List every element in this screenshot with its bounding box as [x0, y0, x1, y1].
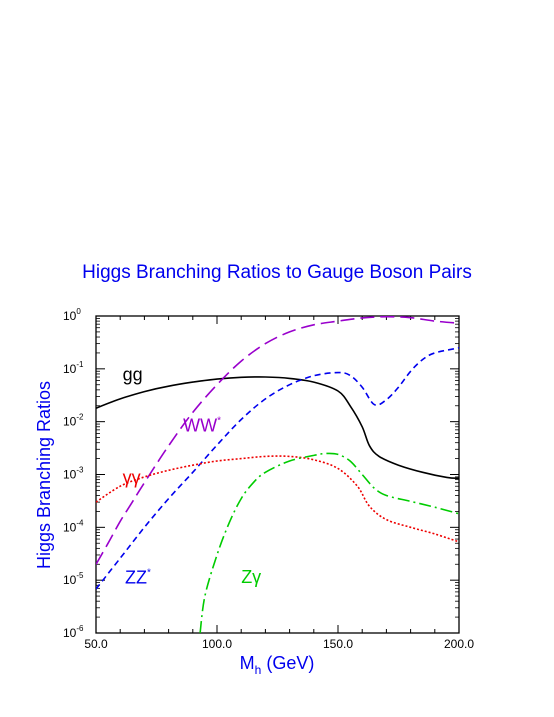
series-label-gg: gg [123, 365, 143, 385]
y-tick-label: 10-4 [63, 518, 84, 534]
series-line-gg [96, 376, 459, 479]
x-tick-label: 200.0 [444, 637, 474, 651]
series-label-ww: WW* [183, 416, 221, 436]
y-tick-label: 10-3 [63, 466, 84, 482]
series-label-zgamma: Zγ [241, 567, 261, 587]
x-tick-label: 50.0 [84, 637, 108, 651]
series-line-gammagamma [96, 455, 459, 543]
x-axis-title-sub: h [255, 663, 262, 677]
x-axis-title: Mh (GeV) [240, 653, 315, 677]
x-axis-title-main: M [240, 653, 255, 673]
x-axis-title-tail: (GeV) [261, 653, 314, 673]
x-tick-label: 150.0 [323, 637, 353, 651]
y-tick-label: 10-1 [63, 360, 84, 376]
series-lines [96, 316, 459, 633]
y-tick-label: 10-6 [63, 624, 84, 640]
y-tick-label: 100 [63, 307, 81, 323]
chart-title: Higgs Branching Ratios to Gauge Boson Pa… [82, 262, 472, 283]
series-line-zgamma [199, 452, 459, 633]
y-tick-label: 10-2 [63, 413, 84, 429]
series-label-zz: ZZ* [125, 568, 151, 588]
x-tick-label: 100.0 [202, 637, 232, 651]
y-axis-title: Higgs Branching Ratios [34, 381, 54, 569]
axis-ticks: 50.0 100.0 150.0 200.0 100 10-1 10-2 10-3 10-4 10… [63, 307, 474, 651]
series-label-gammagamma: γγ [123, 467, 141, 487]
series-line-ww [96, 316, 459, 565]
series-labels: gg WW* ZZ* γγ Zγ [123, 365, 262, 588]
series-line-zz [96, 347, 459, 590]
y-tick-label: 10-5 [63, 571, 84, 587]
